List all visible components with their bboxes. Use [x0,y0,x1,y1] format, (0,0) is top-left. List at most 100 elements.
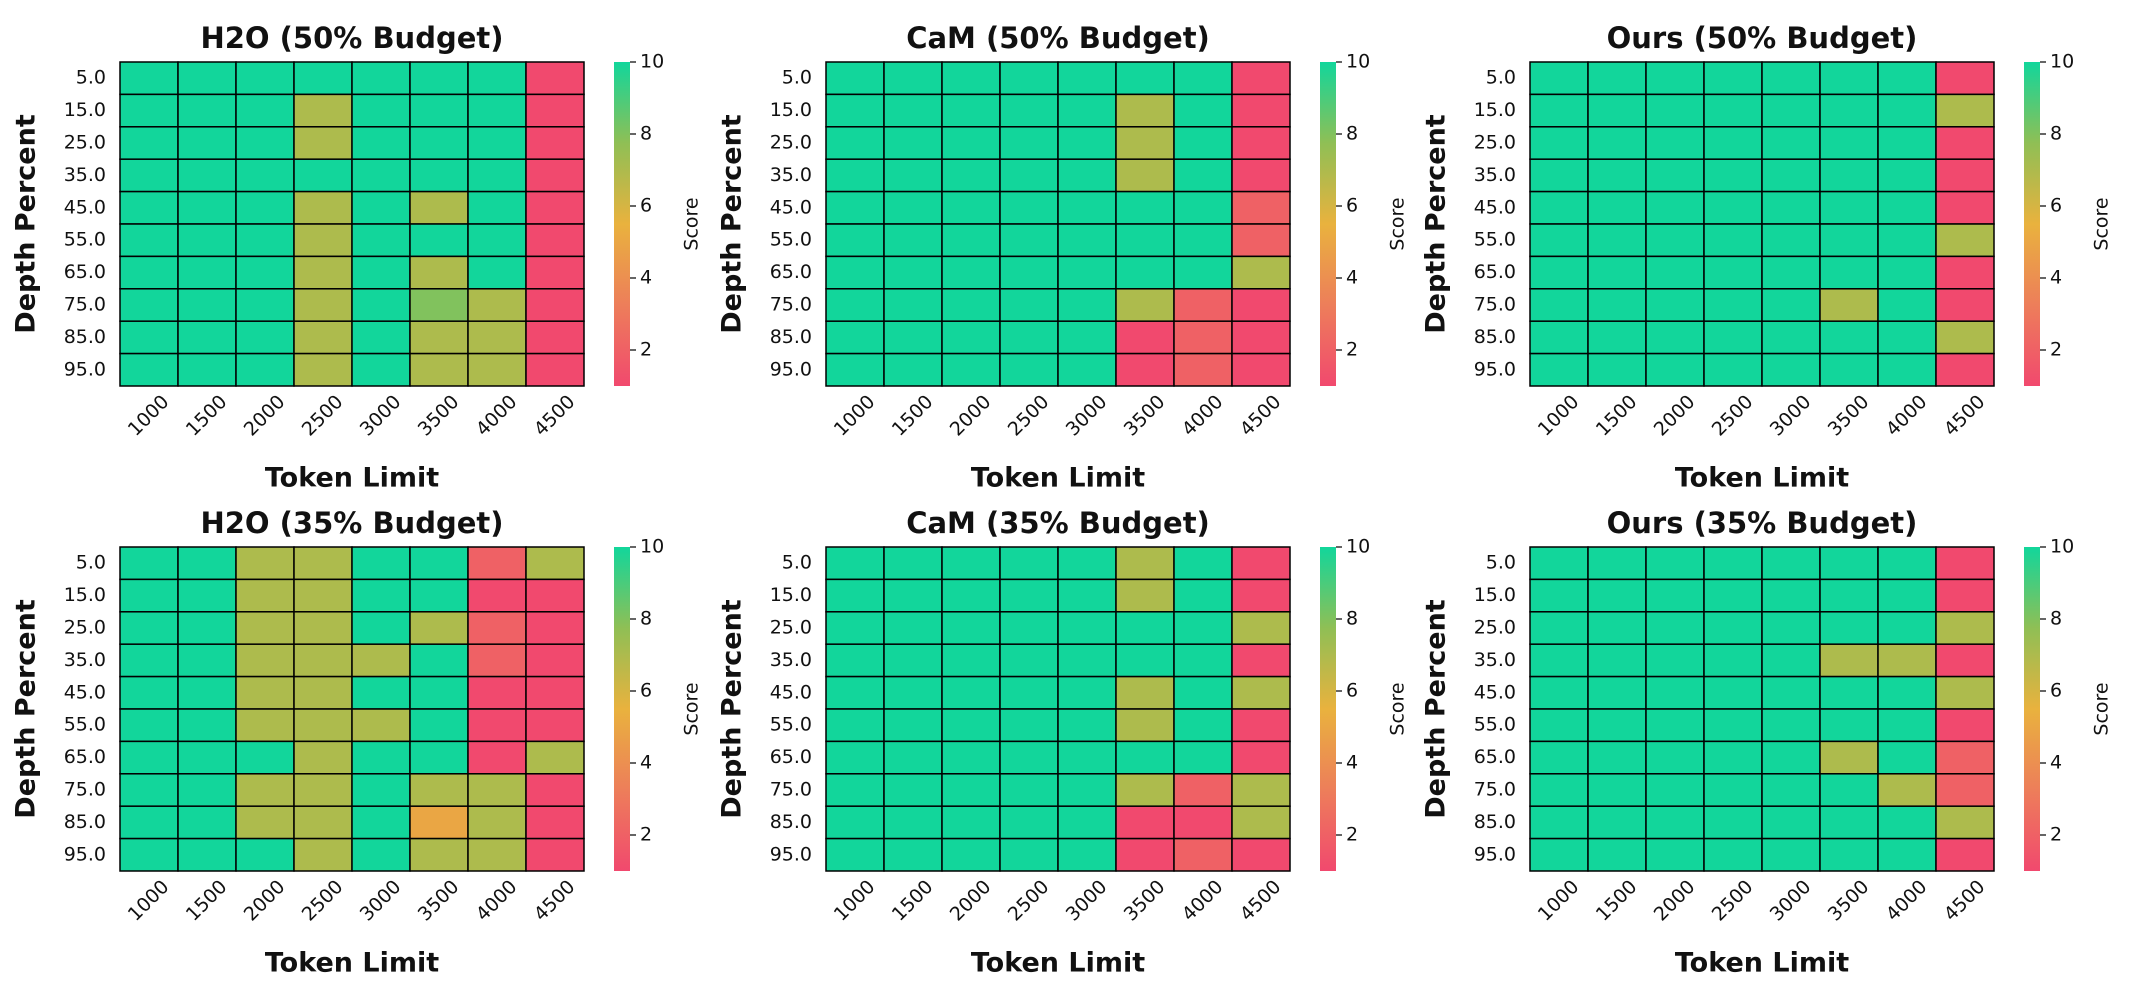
heatmap-cell [467,255,527,290]
heatmap-cell [177,773,237,807]
x-tick-label: 3000 [356,391,406,441]
heatmap-cell [1231,158,1291,193]
heatmap-cell [351,158,411,193]
heatmap-cell [293,643,353,678]
heatmap-cell [825,158,885,193]
heatmap-cell [1819,93,1879,128]
y-tick-label: 95.0 [770,843,812,865]
heatmap-cell [1761,288,1821,322]
heatmap-cell [1587,611,1647,645]
heatmap-cell [1115,740,1175,775]
y-axis-label: Depth Percent [717,599,748,819]
heatmap-cell [409,708,469,743]
heatmap-cell [825,320,885,355]
x-tick-label: 4500 [530,391,580,441]
x-tick-label: 4500 [1940,391,1990,441]
heatmap-cell [351,255,411,290]
heatmap-cell [1529,352,1589,387]
heatmap-cell [1173,578,1233,613]
heatmap-cell [825,773,885,807]
heatmap-cell [1231,61,1291,96]
heatmap-cell [1761,190,1821,225]
x-tick-label: 1500 [888,876,938,926]
heatmap-cell [999,740,1059,775]
heatmap-cell [467,675,527,710]
y-axis-label: Depth Percent [11,114,42,334]
heatmap-cell [1057,740,1117,775]
heatmap-cell [883,158,943,193]
x-tick-label: 2500 [298,876,348,926]
x-axis-label: Token Limit [265,463,439,494]
heatmap-cell [1761,740,1821,775]
heatmap-cell [883,190,943,225]
heatmap-cell [825,740,885,775]
heatmap-cell [1057,158,1117,193]
colorbar-tick-label: 8 [2050,608,2062,630]
heatmap-cell [1645,158,1705,193]
heatmap-cell [1057,126,1117,160]
heatmap-cell [1529,93,1589,128]
heatmap-cell [1877,578,1937,613]
heatmap-cell [119,126,179,160]
x-tick-label: 1000 [1534,391,1584,441]
heatmap-cell [1173,223,1233,258]
heatmap-cell [467,352,527,387]
heatmap-cell [941,288,1001,322]
heatmap-cell [941,675,1001,710]
heatmap-cell [119,805,179,840]
heatmap-cell [467,708,527,743]
heatmap-cell [1935,578,1995,613]
heatmap-cell [235,352,295,387]
x-tick-label: 2000 [240,876,290,926]
colorbar-tick-label: 2 [2050,824,2062,846]
heatmap-cell [1587,61,1647,96]
heatmap-cell [351,190,411,225]
y-tick-label: 25.0 [1474,617,1516,639]
heatmap-cell [1057,223,1117,258]
heatmap-cell [293,837,353,872]
y-tick-label: 75.0 [1474,779,1516,801]
x-tick-label: 2000 [1650,876,1700,926]
heatmap-cell [351,837,411,872]
heatmap-cell [1877,773,1937,807]
heatmap-cell [1819,578,1879,613]
heatmap-cell [467,773,527,807]
heatmap-cell [1587,708,1647,743]
heatmap-cell [1057,578,1117,613]
heatmap-cell [1703,578,1763,613]
heatmap-cell [177,255,237,290]
heatmap-cell [1115,126,1175,160]
heatmap-cell [467,643,527,678]
heatmap-cell [293,126,353,160]
heatmap-cell [1703,773,1763,807]
heatmap-cell [1645,611,1705,645]
heatmap-cell [1645,126,1705,160]
y-tick-label: 35.0 [64,164,106,186]
heatmap-cell [883,708,943,743]
heatmap-cell [1529,320,1589,355]
heatmap-cell [1231,223,1291,258]
heatmap-cell [1057,675,1117,710]
colorbar-tick-label: 6 [1346,195,1358,217]
heatmap-cell [1935,773,1995,807]
heatmap-cell [825,93,885,128]
heatmap-cell [1703,611,1763,645]
heatmap-cell [1057,773,1117,807]
heatmap-cell [825,223,885,258]
chart-title: H2O (35% Budget) [200,506,503,540]
heatmap-cell [1587,740,1647,775]
heatmap-cell [1115,805,1175,840]
heatmap-cell [467,578,527,613]
heatmap-cell [1587,837,1647,872]
heatmap-cell [1935,190,1995,225]
heatmap-cell [941,773,1001,807]
colorbar-tick-label: 2 [640,824,652,846]
heatmap-cell [1877,320,1937,355]
heatmap-cell [1935,320,1995,355]
heatmap-cell [1877,255,1937,290]
x-tick-label: 1500 [1592,391,1642,441]
heatmap-cell [825,675,885,710]
heatmap-cell [409,288,469,322]
heatmap-cell [177,611,237,645]
heatmap-cell [883,126,943,160]
